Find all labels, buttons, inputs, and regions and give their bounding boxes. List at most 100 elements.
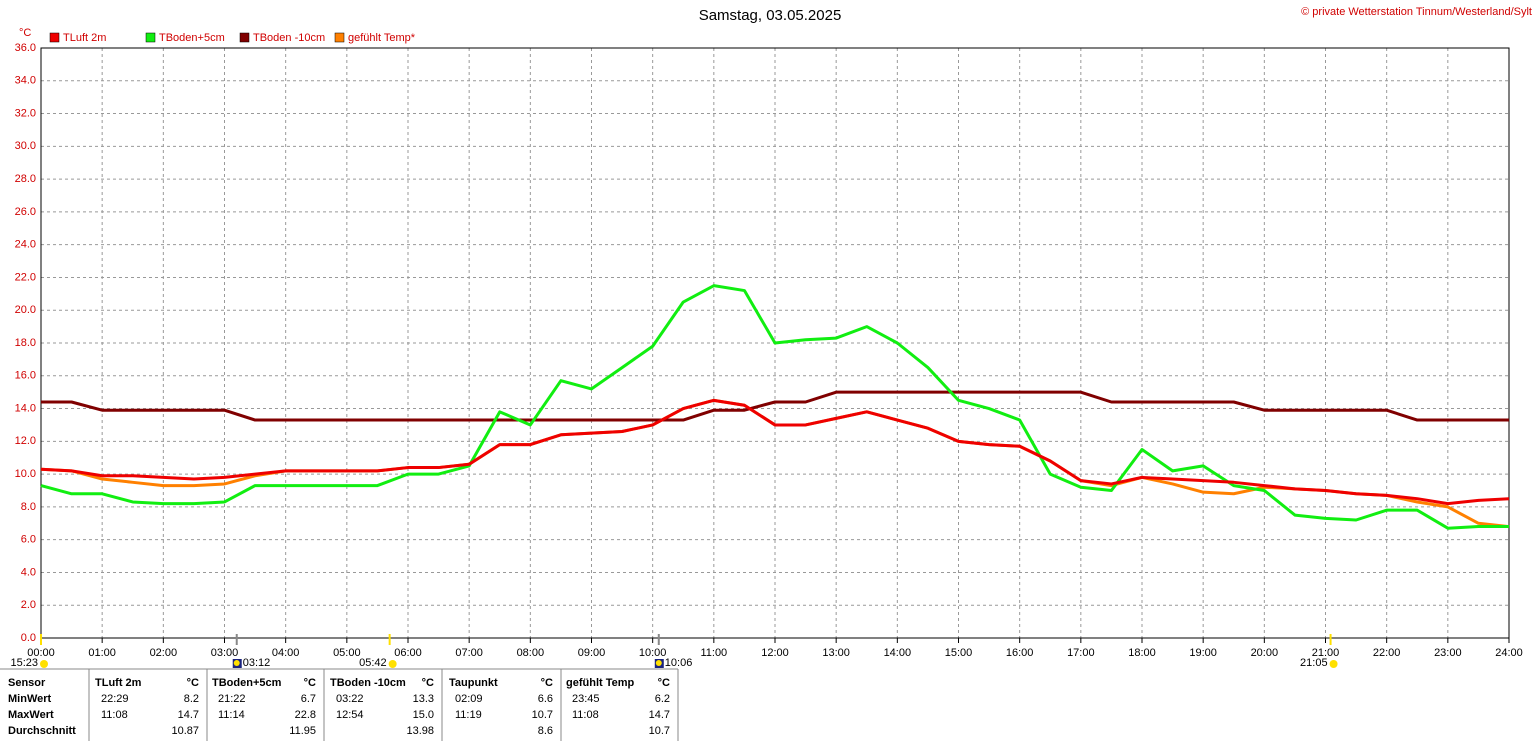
sun-icon bbox=[40, 660, 48, 668]
max-time: 11:14 bbox=[218, 709, 245, 721]
y-tick-label: 14.0 bbox=[15, 402, 36, 414]
y-tick-label: 20.0 bbox=[15, 304, 36, 316]
marker-label: 15:23 bbox=[10, 657, 38, 669]
moon-icon-glow bbox=[655, 660, 662, 666]
min-time: 23:45 bbox=[572, 693, 600, 705]
sun-icon bbox=[388, 660, 397, 668]
legend-label: gefühlt Temp* bbox=[348, 32, 416, 44]
legend-label: TBoden -10cm bbox=[253, 32, 325, 44]
x-tick-label: 20:00 bbox=[1251, 647, 1279, 659]
row-label: Durchschnitt bbox=[8, 725, 76, 737]
x-tick-label: 09:00 bbox=[578, 647, 606, 659]
marker-label: 21:05 bbox=[1300, 657, 1328, 669]
x-tick-label: 16:00 bbox=[1006, 647, 1034, 659]
series-line bbox=[40, 398, 1510, 506]
y-tick-label: 36.0 bbox=[15, 42, 36, 54]
avg-value: 11.95 bbox=[289, 725, 316, 737]
x-tick-label: 10:00 bbox=[639, 647, 667, 659]
x-tick-label: 12:00 bbox=[761, 647, 789, 659]
min-value: 6.6 bbox=[538, 693, 553, 705]
column-header: TLuft 2m bbox=[95, 677, 142, 689]
y-tick-label: 30.0 bbox=[15, 140, 36, 152]
x-tick-label: 14:00 bbox=[884, 647, 912, 659]
avg-value: 10.87 bbox=[171, 725, 199, 737]
column-header: TBoden+5cm bbox=[212, 677, 282, 689]
column-unit: °C bbox=[187, 677, 199, 689]
sun-icon bbox=[1329, 660, 1338, 668]
column-unit: °C bbox=[541, 677, 553, 689]
column-unit: °C bbox=[304, 677, 316, 689]
y-tick-label: 2.0 bbox=[21, 599, 36, 611]
x-tick-label: 17:00 bbox=[1067, 647, 1095, 659]
y-tick-label: 0.0 bbox=[21, 632, 36, 644]
series-line bbox=[41, 390, 1509, 422]
moon-icon-glow bbox=[233, 660, 240, 666]
column-header: gefühlt Temp bbox=[566, 677, 635, 689]
y-tick-label: 24.0 bbox=[15, 239, 36, 251]
y-tick-label: 18.0 bbox=[15, 337, 36, 349]
x-tick-label: 24:00 bbox=[1495, 647, 1523, 659]
column-header: TBoden -10cm bbox=[330, 677, 406, 689]
y-tick-label: 16.0 bbox=[15, 370, 36, 382]
x-tick-label: 23:00 bbox=[1434, 647, 1462, 659]
y-axis-unit: °C bbox=[19, 27, 31, 39]
y-tick-label: 28.0 bbox=[15, 173, 36, 185]
y-tick-label: 34.0 bbox=[15, 75, 36, 87]
marker-label: 03:12 bbox=[243, 657, 271, 669]
legend-label: TLuft 2m bbox=[63, 32, 106, 44]
max-value: 15.0 bbox=[413, 709, 434, 721]
marker-label: 05:42 bbox=[359, 657, 387, 669]
y-tick-label: 10.0 bbox=[15, 468, 36, 480]
y-tick-label: 32.0 bbox=[15, 107, 36, 119]
min-time: 03:22 bbox=[336, 693, 364, 705]
avg-value: 10.7 bbox=[649, 725, 670, 737]
x-tick-label: 05:00 bbox=[333, 647, 361, 659]
row-label: MinWert bbox=[8, 693, 52, 705]
x-tick-label: 18:00 bbox=[1128, 647, 1156, 659]
series-line bbox=[40, 284, 1509, 530]
y-tick-label: 26.0 bbox=[15, 206, 36, 218]
min-time: 22:29 bbox=[101, 693, 129, 705]
x-tick-label: 03:00 bbox=[211, 647, 239, 659]
credit: © private Wetterstation Tinnum/Westerlan… bbox=[1301, 6, 1532, 18]
min-time: 02:09 bbox=[455, 693, 483, 705]
max-value: 14.7 bbox=[178, 709, 199, 721]
y-tick-label: 12.0 bbox=[15, 435, 36, 447]
row-label: Sensor bbox=[8, 677, 46, 689]
max-time: 11:19 bbox=[455, 709, 482, 721]
min-value: 6.7 bbox=[301, 693, 316, 705]
min-value: 8.2 bbox=[184, 693, 199, 705]
max-value: 10.7 bbox=[532, 709, 553, 721]
column-header: Taupunkt bbox=[449, 677, 498, 689]
marker-label: 10:06 bbox=[665, 657, 693, 669]
row-label: MaxWert bbox=[8, 709, 54, 721]
column-unit: °C bbox=[422, 677, 434, 689]
x-tick-label: 06:00 bbox=[394, 647, 422, 659]
min-value: 6.2 bbox=[655, 693, 670, 705]
chart-title: Samstag, 03.05.2025 bbox=[699, 7, 842, 24]
legend-swatch bbox=[49, 32, 60, 43]
legend-swatch bbox=[334, 32, 345, 43]
x-tick-label: 08:00 bbox=[517, 647, 545, 659]
x-tick-label: 22:00 bbox=[1373, 647, 1401, 659]
x-tick-label: 19:00 bbox=[1189, 647, 1217, 659]
plot-border bbox=[40, 47, 1510, 639]
x-tick-label: 02:00 bbox=[150, 647, 178, 659]
legend-swatch bbox=[239, 32, 250, 43]
max-value: 14.7 bbox=[649, 709, 670, 721]
max-time: 11:08 bbox=[101, 709, 128, 721]
x-tick-label: 00:00 bbox=[27, 647, 55, 659]
x-tick-label: 13:00 bbox=[822, 647, 850, 659]
column-unit: °C bbox=[658, 677, 670, 689]
x-tick-label: 07:00 bbox=[455, 647, 483, 659]
x-tick-label: 15:00 bbox=[945, 647, 973, 659]
avg-value: 13.98 bbox=[406, 725, 434, 737]
avg-value: 8.6 bbox=[538, 725, 553, 737]
y-tick-label: 6.0 bbox=[21, 534, 36, 546]
max-time: 11:08 bbox=[572, 709, 599, 721]
legend-label: TBoden+5cm bbox=[159, 32, 225, 44]
max-value: 22.8 bbox=[295, 709, 316, 721]
x-tick-label: 21:00 bbox=[1312, 647, 1340, 659]
legend-swatch bbox=[145, 32, 156, 43]
